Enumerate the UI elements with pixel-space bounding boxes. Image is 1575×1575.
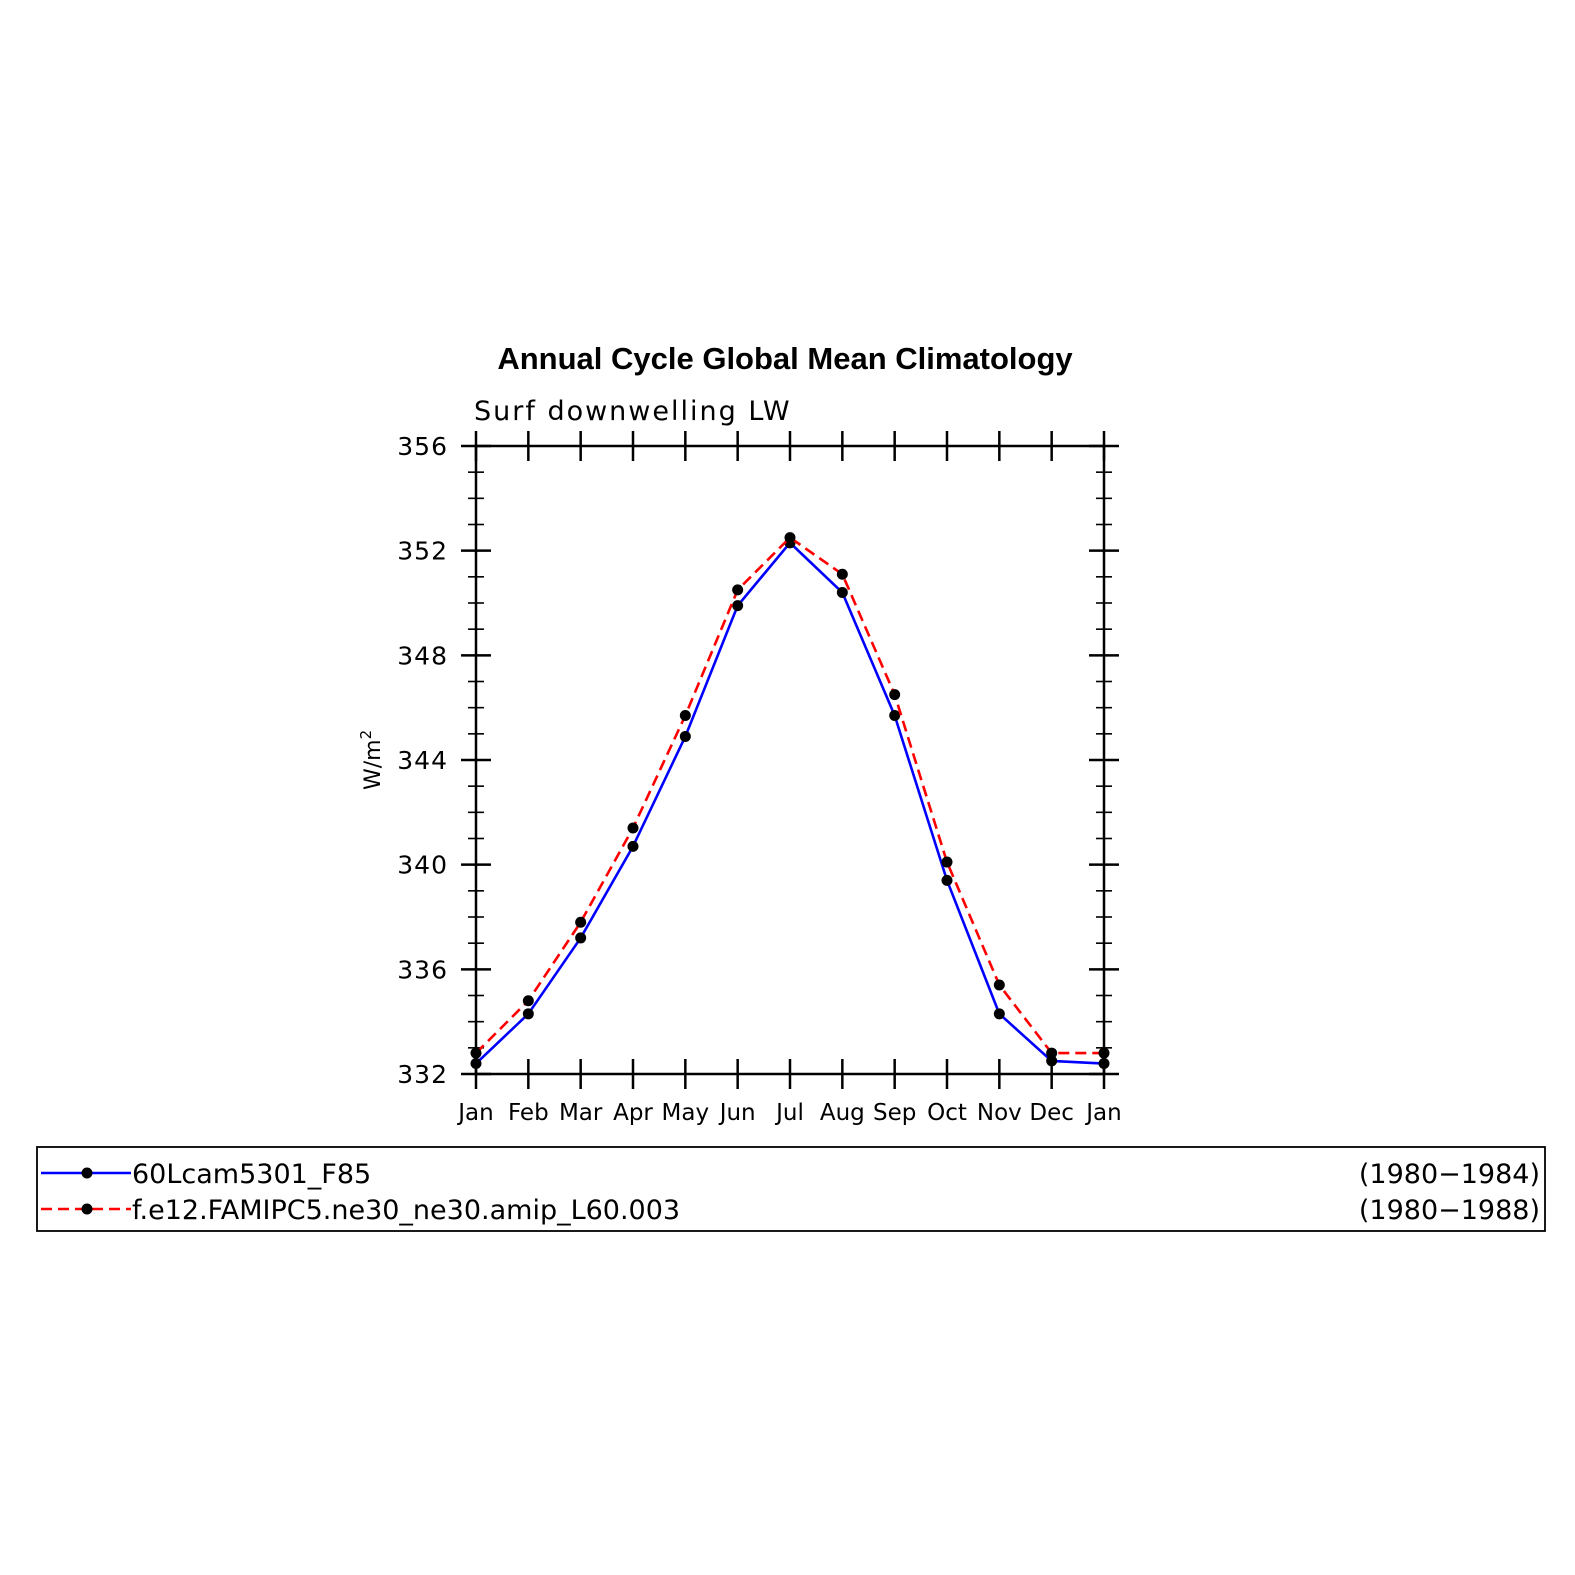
y-tick-label: 356 (397, 432, 448, 461)
legend-box (36, 1146, 1546, 1232)
legend-item-1: 60Lcam5301_F85 (1980−1984) (41, 1159, 1540, 1190)
data-point (941, 856, 953, 868)
legend-series-name: f.e12.FAMIPC5.ne30_ne30.amip_L60.003 (132, 1195, 680, 1226)
y-axis-label: W/m2 (357, 730, 386, 790)
data-point (470, 1058, 482, 1070)
data-point (1098, 1058, 1110, 1070)
data-point (575, 932, 587, 944)
data-point (889, 710, 901, 722)
data-point (679, 710, 691, 722)
x-tick-label: Dec (1029, 1100, 1074, 1126)
x-tick-label: Jun (718, 1100, 756, 1126)
chart-title: Annual Cycle Global Mean Climatology (497, 341, 1073, 376)
y-tick-label: 352 (397, 537, 448, 566)
data-point (627, 840, 639, 852)
series-1 (470, 537, 1110, 1070)
data-point (784, 532, 796, 544)
x-tick-label: Jul (774, 1100, 804, 1126)
x-tick-label: Sep (873, 1100, 916, 1126)
data-point (470, 1047, 482, 1059)
x-tick-label: Jan (1084, 1100, 1121, 1126)
legend-series-period: (1980−1988) (1359, 1195, 1540, 1226)
y-tick-label: 344 (397, 746, 448, 775)
y-tick-labels: 332 336 340 344 348 352 356 (397, 432, 448, 1089)
data-point (1098, 1047, 1110, 1059)
data-point (836, 568, 848, 580)
series-layer (470, 532, 1110, 1070)
x-tick-label: Jan (456, 1100, 493, 1126)
data-point (732, 584, 744, 596)
data-point (993, 1008, 1005, 1020)
y-tick-label: 348 (397, 641, 448, 670)
y-tick-label: 336 (397, 955, 448, 984)
legend: 60Lcam5301_F85 (1980−1984) f.e12.FAMIPC5.n… (41, 1159, 1540, 1226)
y-tick-label: 332 (397, 1060, 448, 1089)
legend-marker (81, 1203, 93, 1215)
series-line (475, 535, 1104, 1055)
x-tick-label: Aug (820, 1100, 865, 1126)
data-point (1046, 1055, 1058, 1067)
legend-series-period: (1980−1984) (1359, 1159, 1540, 1190)
svg-text:W/m2: W/m2 (357, 730, 386, 790)
y-axis-label-text: W/m (361, 739, 386, 790)
x-tick-labels: Jan Feb Mar Apr May Jun Jul Aug Sep Oct Nov Dec Jan (456, 1100, 1121, 1126)
data-point (941, 874, 953, 886)
data-point (575, 916, 587, 928)
data-point (993, 979, 1005, 991)
legend-item-2: f.e12.FAMIPC5.ne30_ne30.amip_L60.003 (198… (41, 1195, 1540, 1226)
legend-marker (81, 1167, 93, 1179)
axis-ticks (461, 431, 1119, 1089)
series-line (475, 540, 1105, 1065)
y-tick-label: 340 (397, 851, 448, 880)
data-point (627, 822, 639, 834)
data-point (679, 730, 691, 742)
x-tick-label: Feb (508, 1100, 549, 1126)
data-point (522, 1008, 534, 1020)
x-tick-label: Oct (927, 1100, 967, 1126)
data-point (522, 995, 534, 1007)
data-point (732, 600, 744, 612)
data-point (1046, 1047, 1058, 1059)
x-tick-label: May (662, 1100, 710, 1126)
data-point (889, 689, 901, 701)
y-axis-label-superscript: 2 (357, 730, 375, 740)
series-2 (470, 532, 1110, 1059)
x-tick-label: Apr (613, 1100, 653, 1126)
x-tick-label: Mar (559, 1100, 603, 1126)
legend-series-name: 60Lcam5301_F85 (132, 1159, 371, 1190)
chart-subtitle: Surf downwelling LW (474, 396, 792, 427)
x-tick-label: Nov (977, 1100, 1022, 1126)
data-point (836, 587, 848, 599)
